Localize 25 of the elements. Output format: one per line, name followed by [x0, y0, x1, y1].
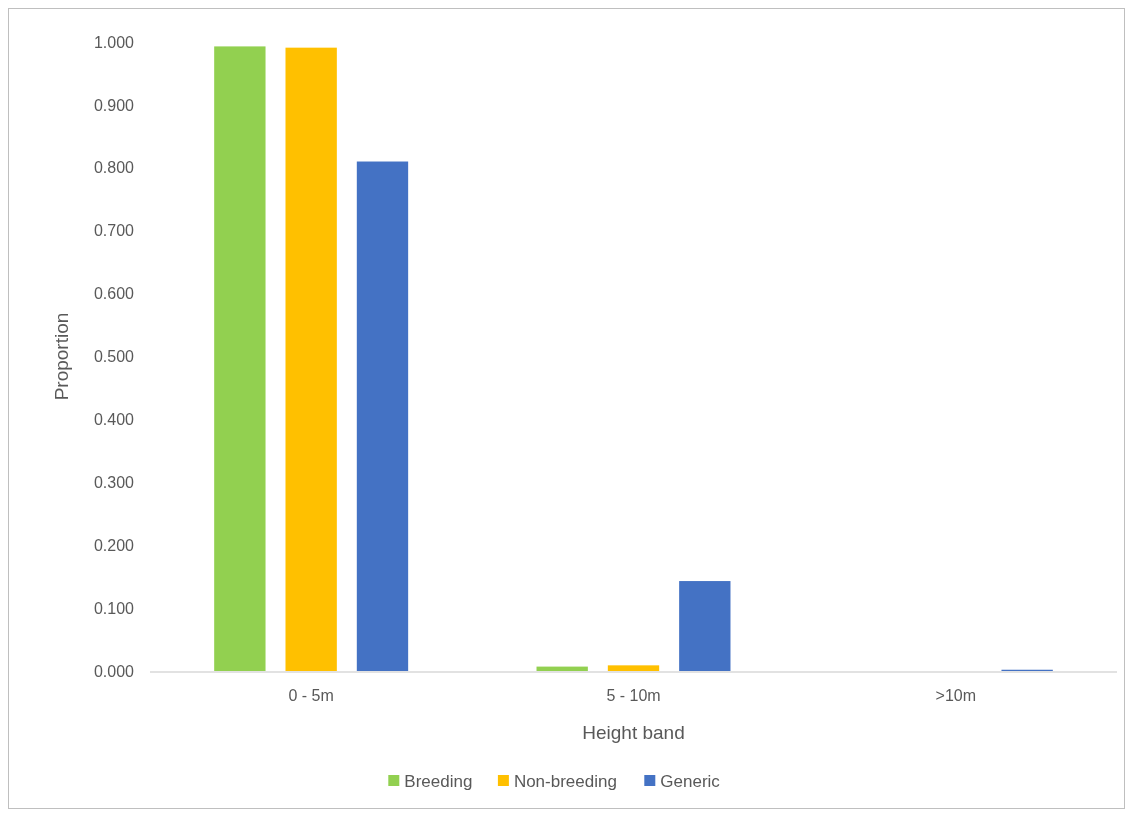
y-tick-label: 0.600 [93, 285, 135, 303]
bar [536, 666, 588, 671]
y-tick-label: 0.400 [93, 411, 135, 428]
x-tick-label: 0 - 5m [288, 687, 334, 704]
y-tick-label: 0.000 [93, 662, 135, 680]
bar [607, 665, 660, 671]
y-tick-label: 1.000 [93, 33, 135, 51]
bar [356, 161, 409, 671]
legend-label: Non-breeding [513, 771, 617, 791]
x-tick-label: 5 - 10m [606, 687, 661, 704]
y-tick-label: 0.500 [93, 348, 135, 366]
bar [214, 46, 266, 671]
x-tick-label: >10m [935, 687, 977, 704]
x-axis-title: Height band [582, 722, 685, 743]
y-tick-label: 0.700 [93, 222, 135, 240]
y-tick-label: 0.900 [93, 96, 135, 114]
y-tick-label: 0.300 [93, 473, 135, 491]
legend-label: Generic [660, 771, 721, 791]
y-tick-label: 0.800 [93, 159, 135, 177]
bar [285, 47, 337, 671]
y-tick-label: 0.100 [93, 599, 135, 617]
legend-label: Breeding [404, 771, 473, 791]
bar [679, 581, 731, 671]
y-tick-label: 0.200 [93, 536, 135, 554]
y-axis-title: Proportion [51, 312, 72, 401]
